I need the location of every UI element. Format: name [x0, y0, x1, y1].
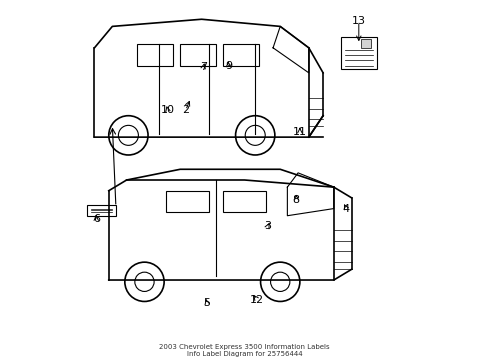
Text: 4: 4: [342, 203, 349, 213]
Text: 8: 8: [292, 195, 299, 204]
Text: 3: 3: [264, 221, 271, 231]
Text: 10: 10: [161, 105, 174, 115]
Text: 12: 12: [249, 295, 264, 305]
FancyBboxPatch shape: [360, 39, 370, 48]
Text: 9: 9: [224, 61, 231, 71]
Text: 2003 Chevrolet Express 3500 Information Labels
Info Label Diagram for 25756444: 2003 Chevrolet Express 3500 Information …: [159, 344, 329, 357]
Text: 6: 6: [93, 214, 100, 224]
Text: 11: 11: [292, 127, 306, 137]
Text: 2: 2: [182, 105, 189, 115]
Text: 5: 5: [203, 298, 210, 308]
Text: 13: 13: [351, 16, 365, 26]
Text: 7: 7: [200, 63, 206, 72]
